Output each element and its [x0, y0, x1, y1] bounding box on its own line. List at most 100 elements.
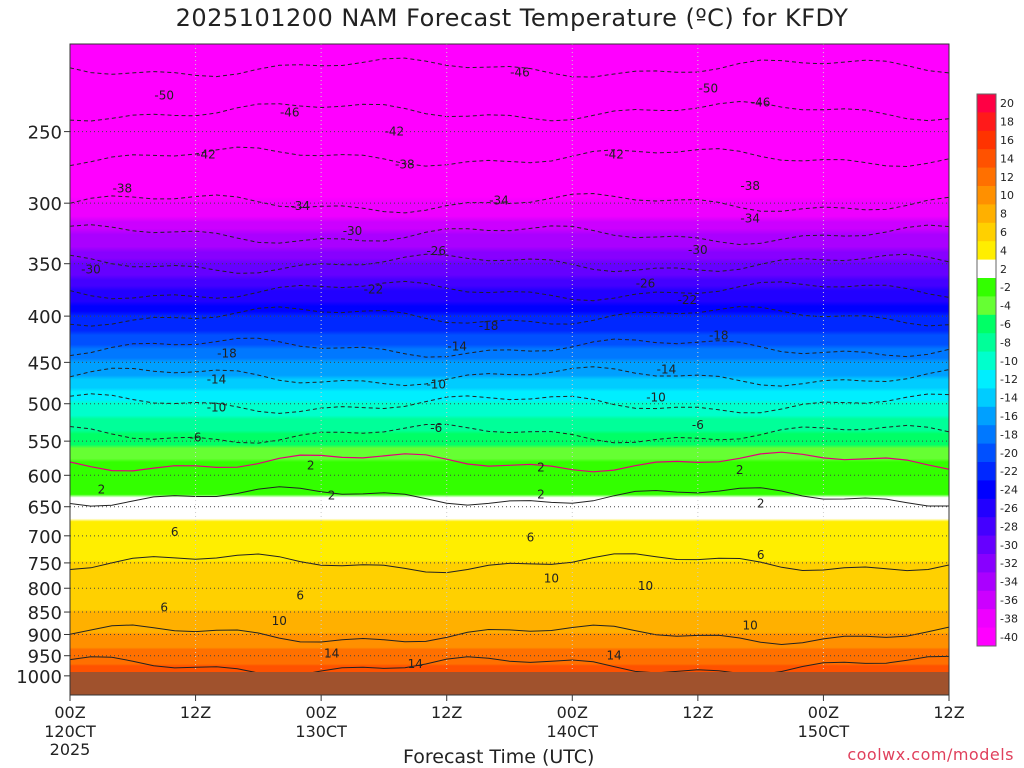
contour-label: 10 — [272, 614, 287, 628]
contour-line — [70, 192, 949, 214]
colorbar-swatch — [977, 462, 996, 481]
x-tick-label: 12Z — [180, 703, 211, 722]
colorbar-label: -28 — [1000, 520, 1018, 533]
x-tick-label: 00Z — [305, 703, 336, 722]
contour-line — [70, 337, 949, 358]
contour-label: 14 — [607, 649, 622, 663]
colorbar-swatch — [977, 370, 996, 389]
contour-label: -38 — [740, 179, 760, 193]
colorbar-swatch — [977, 94, 996, 113]
contour-label: 10 — [743, 619, 758, 633]
colorbar-swatch — [977, 480, 996, 500]
colorbar-swatch — [977, 314, 996, 334]
colorbar-swatch — [977, 241, 996, 261]
y-tick-label: 700 — [28, 527, 62, 548]
contour-label: -34 — [489, 194, 509, 208]
contour-label: -6 — [430, 421, 442, 435]
x-tick-label: 12Z — [431, 703, 462, 722]
contour-label: -30 — [81, 262, 101, 276]
y-tick-label: 350 — [28, 255, 62, 276]
colorbar-swatch — [977, 590, 996, 610]
contour-line — [70, 57, 949, 78]
colorbar-swatch — [977, 554, 996, 573]
colorbar: 20 18 16 14 12 10 8 6 4 2 -2 -4 -6 -8 -10 -12 -14 -16 -18 -… — [976, 93, 1018, 647]
contour-label: 2 — [736, 463, 744, 477]
colorbar-label: -38 — [1000, 612, 1018, 625]
colorbar-label: 14 — [1000, 152, 1014, 165]
colorbar-label: -16 — [1000, 410, 1018, 423]
contour-label: -30 — [688, 243, 708, 257]
contour-label: -18 — [479, 319, 499, 333]
contour-label: -14 — [447, 339, 467, 353]
colorbar-swatch — [977, 204, 996, 224]
contour-label: -46 — [751, 95, 771, 109]
colorbar-label: -30 — [1000, 539, 1018, 552]
y-tick-label: 550 — [28, 432, 62, 453]
contour-label: -38 — [113, 182, 133, 196]
contour-label: -10 — [426, 377, 446, 391]
contour-label: -42 — [385, 125, 405, 139]
contour-line — [70, 366, 949, 387]
contour-line — [70, 253, 949, 274]
contour-label: -18 — [709, 328, 729, 342]
y-tick-label: 950 — [28, 647, 62, 668]
contour-label: -42 — [196, 147, 216, 161]
ground-band — [70, 672, 949, 695]
contour-label: -42 — [604, 147, 624, 161]
colorbar-label: 2 — [1000, 263, 1007, 276]
chart-title: 2025101200 NAM Forecast Temperature (ºC)… — [175, 4, 849, 32]
contour-label: 2 — [307, 458, 315, 472]
contour-labels: -50 -50 -46 -46 -46 -42 -42 -42 -38 -38 -38 -34 -34 -… — [81, 65, 770, 670]
colorbar-swatch — [977, 112, 996, 132]
contour-label: -10 — [207, 401, 227, 415]
contour-line — [70, 306, 949, 327]
x-tick-label: 00Z — [557, 703, 588, 722]
y-tick-label: 750 — [28, 554, 62, 575]
contour-line — [70, 280, 949, 302]
contour-label: -10 — [646, 390, 666, 404]
contour-label: 6 — [527, 530, 535, 544]
x-tick-label: 12Z — [682, 703, 713, 722]
contour-label: -46 — [510, 65, 530, 79]
contour-label: 2 — [537, 460, 545, 474]
colorbar-swatch — [977, 517, 996, 537]
colorbar-swatch — [977, 167, 996, 187]
colorbar-swatch — [977, 278, 996, 297]
contour-label: 10 — [544, 571, 559, 585]
temperature-field — [70, 44, 949, 695]
colorbar-label: 18 — [1000, 116, 1014, 129]
colorbar-label: 4 — [1000, 244, 1007, 257]
contour-label: -26 — [426, 244, 446, 258]
contour-line — [70, 423, 949, 444]
colorbar-label: -34 — [1000, 576, 1018, 589]
y-tick-label: 650 — [28, 498, 62, 519]
y-tick-label: 850 — [28, 603, 62, 624]
x-tick-label: 12Z — [933, 703, 964, 722]
colorbar-label: -4 — [1000, 300, 1011, 313]
colorbar-swatch — [977, 627, 996, 647]
colorbar-swatch — [977, 443, 996, 463]
contour-line — [70, 393, 949, 414]
colorbar-swatch — [977, 186, 996, 205]
y-tick-label: 500 — [28, 395, 62, 416]
contour-label: 2 — [328, 489, 336, 503]
contour-label: -18 — [217, 347, 237, 361]
colorbar-label: 8 — [1000, 208, 1007, 221]
credit-text: coolwx.com/models — [847, 745, 1014, 764]
contour-label: 14 — [324, 647, 339, 661]
contour-label: -22 — [678, 293, 698, 307]
colorbar-label: -6 — [1000, 318, 1011, 331]
colorbar-label: -22 — [1000, 465, 1018, 478]
x-tick-label: 00Z — [54, 703, 85, 722]
contour-label: -46 — [280, 105, 300, 119]
y-tick-label: 900 — [28, 625, 62, 646]
colorbar-swatch — [977, 425, 996, 445]
contour-line — [70, 451, 949, 473]
y-tick-label: 450 — [28, 353, 62, 374]
contour-label: -6 — [692, 418, 704, 432]
plot-border — [69, 43, 950, 696]
contour-label: 6 — [171, 525, 179, 539]
colorbar-label: 12 — [1000, 171, 1014, 184]
colorbar-label: -24 — [1000, 484, 1018, 497]
contour-label: 2 — [98, 482, 106, 496]
